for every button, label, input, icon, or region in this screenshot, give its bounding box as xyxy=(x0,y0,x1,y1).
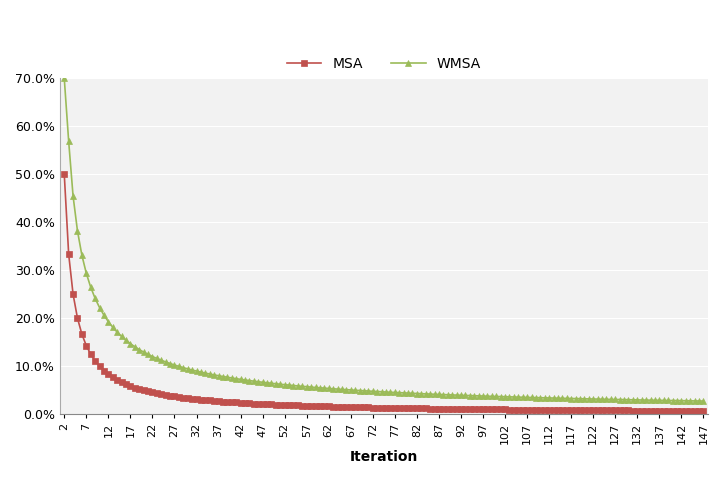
MSA xyxy=(382,405,390,411)
WMSA xyxy=(214,373,223,378)
MSA xyxy=(219,399,227,404)
Line: WMSA: WMSA xyxy=(62,76,706,404)
MSA xyxy=(135,386,143,392)
WMSA xyxy=(219,374,227,379)
MSA xyxy=(60,171,69,177)
WMSA xyxy=(434,391,443,397)
WMSA xyxy=(699,398,708,404)
WMSA xyxy=(382,389,390,395)
Legend: MSA, WMSA: MSA, WMSA xyxy=(281,52,487,77)
MSA xyxy=(434,406,443,411)
Line: MSA: MSA xyxy=(62,171,706,414)
MSA xyxy=(699,408,708,414)
X-axis label: Iteration: Iteration xyxy=(350,450,418,464)
MSA xyxy=(214,399,223,404)
WMSA xyxy=(60,76,69,81)
MSA xyxy=(240,400,249,406)
WMSA xyxy=(135,347,143,353)
WMSA xyxy=(240,377,249,383)
